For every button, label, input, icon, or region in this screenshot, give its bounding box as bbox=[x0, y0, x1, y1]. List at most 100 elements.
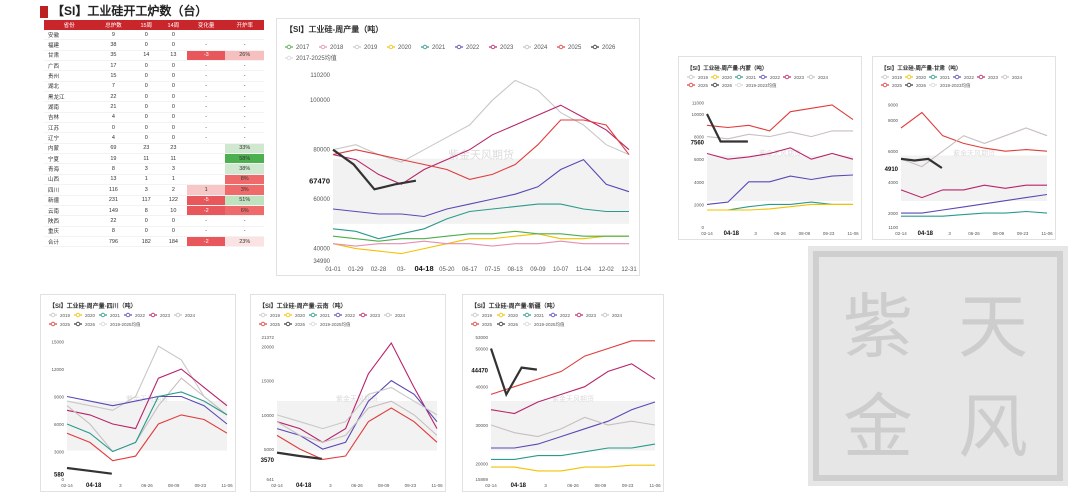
chart-title: 【SI】工业硅-周产量-新疆（吨） bbox=[471, 302, 559, 310]
series-line-y2021 bbox=[491, 443, 656, 460]
table-cell-chg: - bbox=[186, 60, 226, 72]
legend-marker bbox=[100, 312, 106, 318]
table-cell-total: 22 bbox=[94, 215, 133, 227]
table-cell-w14: 184 bbox=[159, 236, 187, 248]
legend-label: 2020 bbox=[85, 313, 96, 318]
table-cell-prov: 湖南 bbox=[44, 101, 95, 113]
table-row: 合计 796 182 184 -2 23% bbox=[44, 236, 264, 248]
series-line-y2023 bbox=[332, 104, 630, 185]
x-tick-label: 02-14 bbox=[895, 231, 907, 236]
series-line-y2019 bbox=[276, 386, 438, 430]
y-tick-label: 3000 bbox=[54, 450, 65, 455]
table-cell-total: 15 bbox=[94, 70, 133, 82]
legend-marker bbox=[576, 312, 582, 318]
legend-label: 2021 bbox=[320, 313, 331, 318]
table-cell-w15: 117 bbox=[132, 195, 160, 206]
legend-marker bbox=[688, 82, 694, 88]
series-line-y2025 bbox=[276, 407, 438, 460]
table-cell-rate: 6% bbox=[225, 205, 264, 217]
legend-label: 2019-2025均值 bbox=[534, 321, 565, 328]
series-line-y2020 bbox=[491, 464, 655, 472]
y-tick-label: 40000 bbox=[313, 247, 330, 253]
table-cell-w15: 0 bbox=[132, 30, 160, 41]
legend-marker bbox=[550, 312, 556, 318]
legend-label: 2022 bbox=[135, 313, 146, 318]
table-header-0: 省份 bbox=[44, 20, 95, 30]
table-cell-total: 4 bbox=[94, 132, 133, 144]
x-tick-label: 3 bbox=[544, 483, 547, 488]
table-cell-chg: - bbox=[186, 39, 226, 51]
y-tick-label: 6000 bbox=[54, 422, 65, 427]
table-cell-chg: -3 bbox=[186, 50, 226, 62]
table-cell-chg: - bbox=[186, 226, 226, 237]
table-cell-w15: 182 bbox=[132, 236, 160, 248]
legend-label: 2021 bbox=[746, 75, 757, 80]
legend-marker bbox=[736, 82, 742, 88]
legend-label: 2019-2025均值 bbox=[320, 321, 351, 328]
x-tick-label: 04-18 bbox=[86, 483, 102, 489]
legend-marker bbox=[320, 44, 326, 50]
table-cell-total: 17 bbox=[94, 60, 133, 72]
y-tick-label: 0 bbox=[701, 225, 704, 230]
y-tick-label: 110200 bbox=[310, 73, 330, 79]
table-cell-rate: 51% bbox=[225, 195, 264, 206]
table-row: 内蒙 69 23 23 33% bbox=[44, 143, 264, 155]
legend-marker bbox=[260, 321, 266, 327]
legend-marker bbox=[602, 312, 608, 318]
table-cell-prov: 贵州 bbox=[44, 70, 95, 82]
table-cell-prov: 青海 bbox=[44, 163, 95, 175]
x-tick-label: 11-06 bbox=[1041, 231, 1053, 236]
series-line-y2025 bbox=[900, 111, 1048, 152]
table-body: 安徽 9 0 0 福建 38 0 0- - 甘肃 35 14 13 -3 26% 广西 17 0 0- - 贵州 15 0 0… bbox=[44, 30, 264, 248]
legend-marker bbox=[125, 312, 131, 318]
legend-marker bbox=[930, 82, 936, 88]
table-row: 广西 17 0 0- - bbox=[44, 60, 264, 72]
table-cell-w15: 0 bbox=[132, 215, 160, 227]
table-cell-w15: 0 bbox=[132, 91, 160, 103]
range-band bbox=[901, 155, 1047, 201]
table-cell-w14: 0 bbox=[159, 132, 187, 144]
legend-marker bbox=[906, 82, 912, 88]
table-cell-chg: 1 bbox=[186, 184, 226, 196]
legend-label: 2019 bbox=[698, 75, 709, 80]
table-cell-prov: 甘肃 bbox=[44, 50, 95, 62]
table-row: 云南 149 8 10 -2 6% bbox=[44, 205, 264, 217]
table-row: 安徽 9 0 0 bbox=[44, 30, 264, 41]
series-line-y2022 bbox=[66, 395, 228, 425]
range-band bbox=[333, 158, 629, 224]
table-cell-prov: 云南 bbox=[44, 205, 95, 217]
legend-label: 2020 bbox=[916, 75, 927, 80]
legend-label: 2020 bbox=[722, 75, 733, 80]
seal-svg: 紫 天 金 风 bbox=[813, 251, 1063, 481]
x-tick-label: 3 bbox=[948, 231, 951, 236]
x-tick-label: 11-06 bbox=[431, 483, 443, 488]
x-tick-label: 02-14 bbox=[701, 231, 713, 236]
chart-watermark: 紫金天风期货 bbox=[953, 149, 995, 158]
kiln-table: 省份 总炉数 15周 14周 变化量 开炉率 安徽 9 0 0 福建 38 0 0- - 甘肃 35 14 13-… bbox=[44, 20, 264, 248]
table-cell-chg: - bbox=[186, 81, 226, 93]
table-cell-prov: 辽宁 bbox=[44, 132, 95, 144]
table-cell-total: 22 bbox=[94, 91, 133, 103]
legend-marker bbox=[498, 312, 504, 318]
series-line-y2023 bbox=[490, 363, 656, 415]
table-row: 福建 38 0 0- - bbox=[44, 39, 264, 51]
series-line-y2025 bbox=[706, 104, 854, 132]
y-tick-label: 12000 bbox=[51, 367, 64, 372]
legend-label: 2019-2025均值 bbox=[110, 321, 141, 328]
seal-char-1: 紫 bbox=[843, 288, 913, 366]
legend-label: 2025 bbox=[568, 45, 582, 51]
chart-watermark: 紫金天风期货 bbox=[336, 394, 378, 403]
x-tick-label: 11-04 bbox=[576, 267, 592, 273]
table-cell-total: 116 bbox=[94, 184, 133, 196]
table-cell-w14: 23 bbox=[159, 143, 187, 155]
legend-label: 2022 bbox=[560, 313, 571, 318]
table-cell-prov: 宁夏 bbox=[44, 153, 95, 165]
x-tick-label: 3 bbox=[329, 483, 332, 488]
series-line-y2021 bbox=[707, 201, 853, 211]
x-tick-label: 02-14 bbox=[485, 483, 497, 488]
table-cell-w15: 14 bbox=[132, 50, 160, 62]
table-cell-chg bbox=[186, 143, 226, 155]
x-tick-label: 3 bbox=[119, 483, 122, 488]
legend-marker bbox=[592, 44, 598, 50]
legend-marker bbox=[422, 44, 428, 50]
